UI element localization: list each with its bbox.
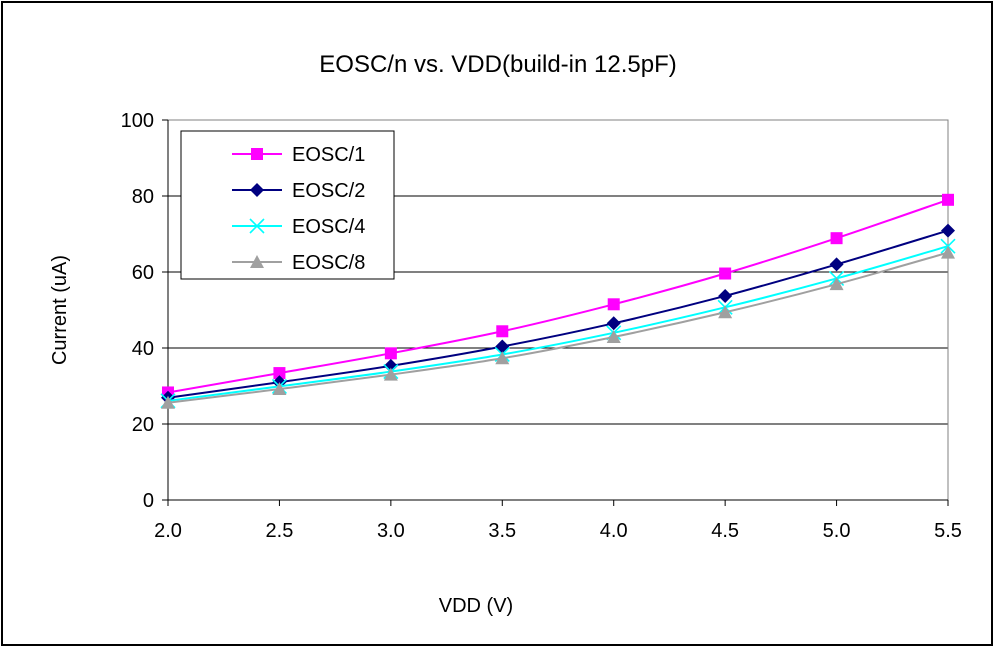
data-point (719, 267, 732, 280)
legend-marker (250, 183, 264, 197)
data-point (941, 245, 955, 259)
data-point (384, 347, 397, 360)
x-tick-label: 3.5 (488, 520, 516, 542)
data-point (829, 257, 844, 272)
data-point (383, 367, 398, 381)
y-tick-label: 60 (132, 262, 154, 284)
legend: EOSC/1 EOSC/2 EOSC/4 EOSC/8 (180, 130, 395, 280)
x-tick-label: 5.5 (934, 520, 962, 542)
y-tick-label: 20 (132, 414, 154, 436)
x-tick-label: 2.5 (266, 520, 294, 542)
x-tick-label: 2.0 (154, 520, 182, 542)
y-tick-label: 0 (143, 490, 154, 512)
legend-entry: EOSC/1 (232, 144, 365, 166)
series-line (167, 245, 949, 402)
y-axis-title: Current (uA) (49, 255, 71, 365)
x-tick-label: 4.5 (711, 520, 739, 542)
axis-ticks: 0 20 40 60 80 100 2.0 2.5 3.0 3.5 4.0 4.5 5.0 5.5 (121, 110, 962, 542)
legend-entry: EOSC/8 (232, 252, 365, 274)
legend-box (180, 130, 395, 280)
data-point (272, 382, 287, 396)
series-line (167, 229, 949, 399)
data-point (718, 288, 733, 303)
data-point (941, 223, 955, 238)
data-point (718, 305, 733, 319)
data-point (606, 316, 621, 331)
data-point (496, 325, 509, 338)
legend-entry: EOSC/4 (232, 216, 365, 238)
legend-label: EOSC/4 (292, 216, 365, 238)
x-tick-label: 5.0 (823, 520, 851, 542)
data-point (383, 358, 398, 373)
data-point (273, 367, 286, 380)
series-layer (160, 193, 956, 409)
legend-marker (251, 148, 263, 160)
data-point (830, 232, 843, 245)
data-point (161, 395, 175, 409)
data-point (607, 298, 620, 311)
legend-label: EOSC/2 (292, 180, 365, 202)
legend-marker (250, 255, 264, 268)
data-point (606, 329, 621, 343)
y-tick-label: 100 (121, 110, 154, 132)
y-tick-label: 80 (132, 186, 154, 208)
x-axis-title: VDD (V) (439, 595, 513, 617)
series-eosc-8 (161, 245, 955, 409)
data-point (829, 277, 844, 291)
y-tick-label: 40 (132, 338, 154, 360)
series-eosc-1 (162, 193, 954, 399)
legend-entries: EOSC/1 EOSC/2 EOSC/4 EOSC/8 (232, 144, 365, 274)
data-point (495, 351, 510, 365)
chart-title: EOSC/n vs. VDD(build-in 12.5pF) (319, 51, 676, 78)
legend-entry: EOSC/2 (232, 180, 365, 202)
legend-label: EOSC/1 (292, 144, 365, 166)
legend-label: EOSC/8 (292, 252, 365, 274)
legend-marker (249, 218, 265, 234)
series-line (167, 198, 949, 394)
x-tick-label: 4.0 (600, 520, 628, 542)
series-line (167, 251, 949, 404)
x-tick-label: 3.0 (377, 520, 405, 542)
data-point (942, 193, 954, 206)
